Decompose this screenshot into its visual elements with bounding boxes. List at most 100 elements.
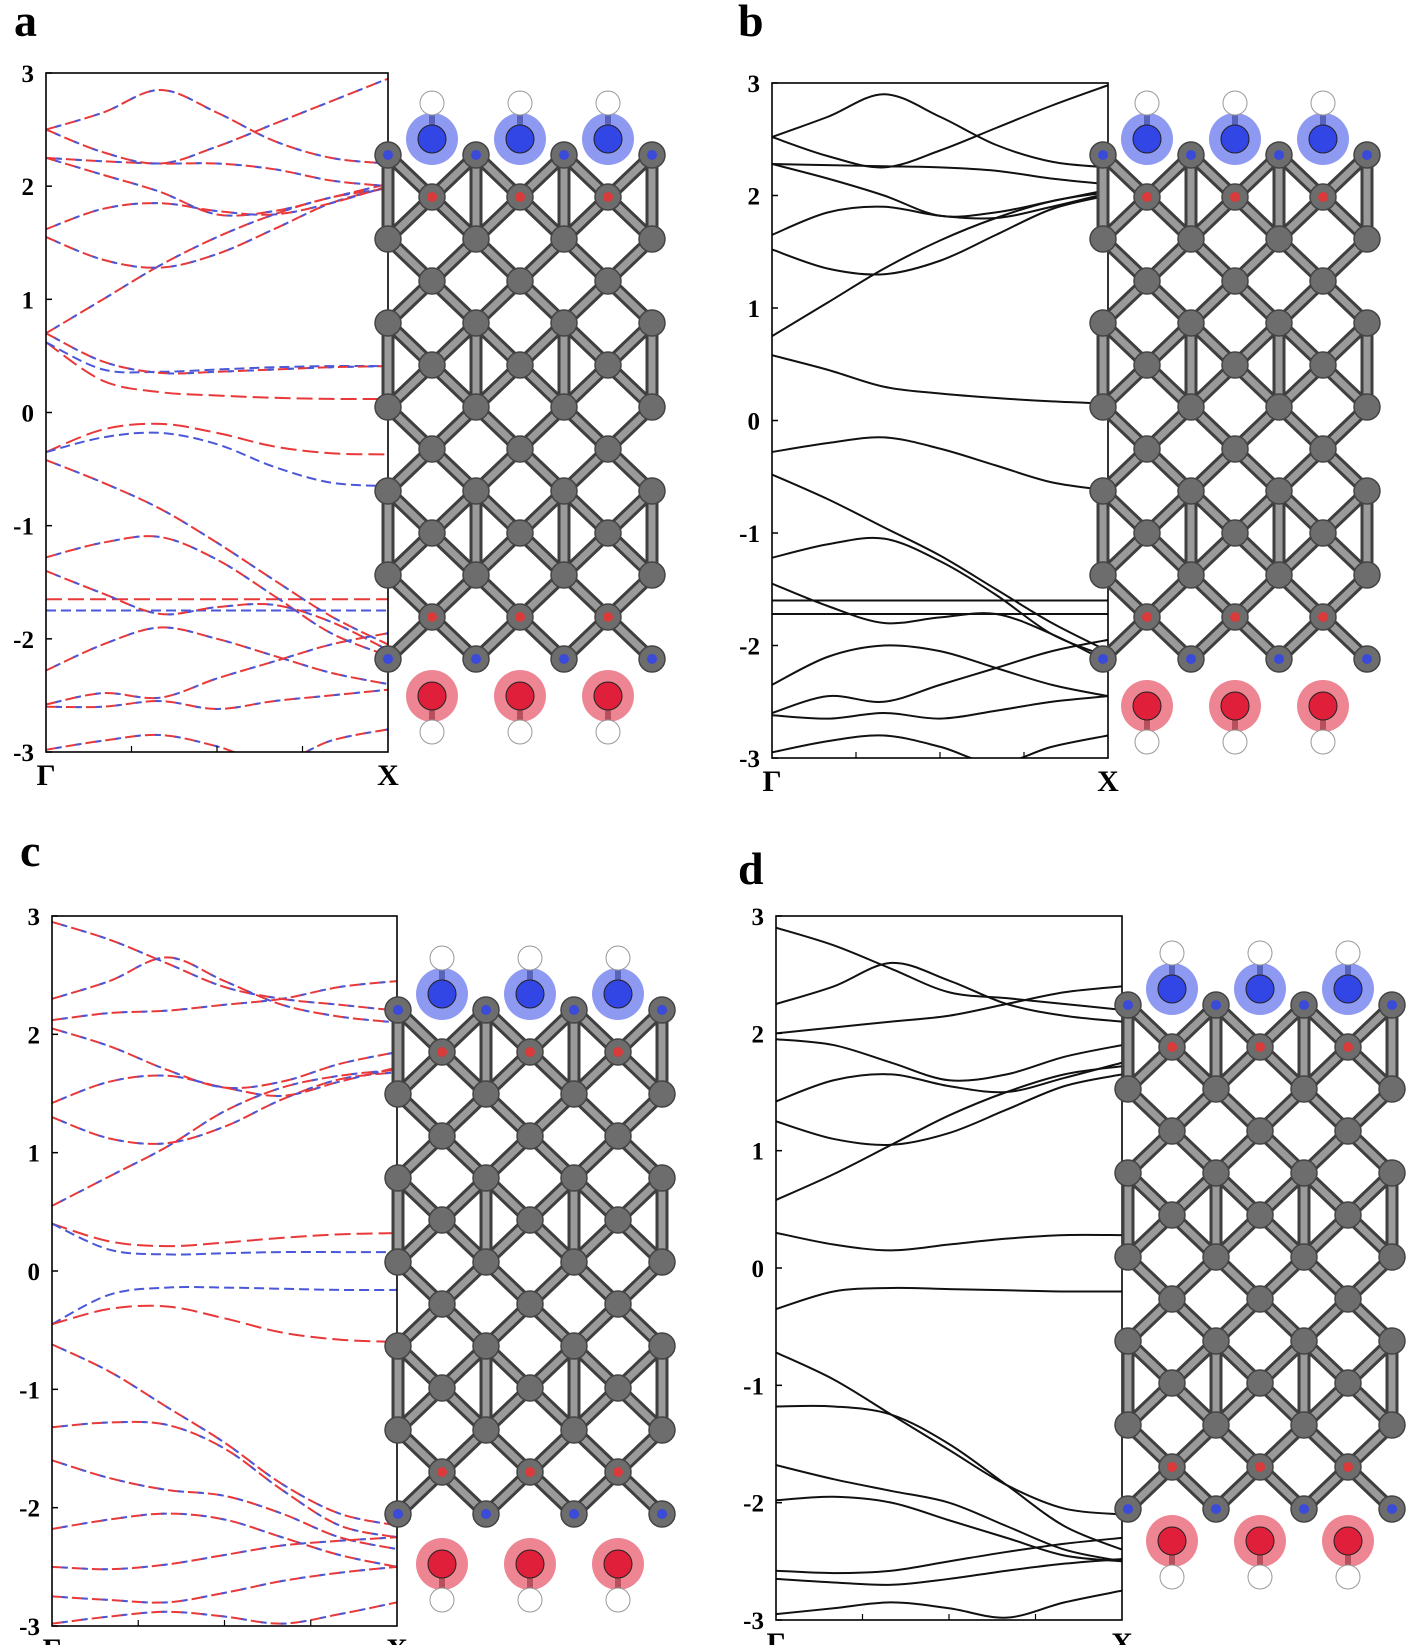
- edge-atom: [505, 124, 535, 154]
- carbon-atom: [1246, 1117, 1274, 1145]
- edge-atom: [1333, 974, 1363, 1004]
- band-line-c-14: [52, 1512, 397, 1568]
- y-tick-label: -3: [743, 1608, 764, 1635]
- hydrogen-atom: [1247, 940, 1273, 966]
- carbon-atom: [1265, 225, 1293, 253]
- band-line-c-2: [52, 1285, 397, 1326]
- carbon-atom: [604, 1206, 632, 1234]
- panel-label-c: c: [20, 825, 40, 876]
- carbon-atom: [638, 225, 666, 253]
- kpoint-x: X: [1097, 765, 1119, 798]
- carbon-atom: [418, 435, 446, 463]
- carbon-atom: [1378, 1243, 1406, 1271]
- carbon-atom: [1246, 1369, 1274, 1397]
- band-line-c-13: [52, 1459, 397, 1551]
- hydrogen-atom: [1335, 940, 1361, 966]
- kpoint-gamma: Γ: [42, 1633, 61, 1645]
- carbon-atom: [648, 1080, 676, 1108]
- carbon-atom: [560, 1164, 588, 1192]
- hydrogen-atom: [605, 945, 631, 971]
- y-tick-label: 0: [752, 1256, 765, 1283]
- carbon-atom: [418, 267, 446, 295]
- carbon-atom: [462, 309, 490, 337]
- carbon-atom: [1221, 435, 1249, 463]
- band-line-d-14: [776, 1557, 1122, 1586]
- panel-label-b: b: [738, 0, 764, 46]
- band-line-c-15: [52, 1536, 397, 1571]
- nanoribbon-structure-b: [1089, 90, 1381, 755]
- carbon-atom: [384, 1164, 412, 1192]
- carbon-atom: [428, 1290, 456, 1318]
- band-line-d-11: [776, 1464, 1122, 1563]
- band-line-d-5: [776, 1038, 1122, 1082]
- carbon-atom: [638, 309, 666, 337]
- band-line-c-6: [52, 1066, 397, 1104]
- y-tick-label: -1: [19, 1377, 40, 1404]
- carbon-atom: [1089, 393, 1117, 421]
- hydrogen-atom: [517, 1587, 543, 1613]
- carbon-atom: [648, 1248, 676, 1276]
- hydrogen-atom: [1222, 729, 1248, 755]
- y-tick-label: 1: [22, 287, 35, 314]
- y-tick-label: -1: [13, 514, 34, 541]
- carbon-atom: [1177, 309, 1205, 337]
- carbon-atom: [1177, 561, 1205, 589]
- carbon-atom: [1114, 1411, 1142, 1439]
- y-tick-label: 0: [28, 1259, 41, 1286]
- hydrogen-atom: [1159, 1564, 1185, 1590]
- carbon-atom: [560, 1416, 588, 1444]
- carbon-atom: [462, 393, 490, 421]
- edge-atom: [1308, 691, 1338, 721]
- edge-atom: [417, 124, 447, 154]
- band-line-d-12: [776, 1495, 1122, 1563]
- edge-atom: [515, 979, 545, 1009]
- band-line-c-0: [52, 1222, 397, 1248]
- carbon-atom: [1334, 1117, 1362, 1145]
- band-line-a-2: [46, 422, 388, 456]
- carbon-atom: [550, 561, 578, 589]
- kpoint-x: X: [377, 759, 399, 792]
- carbon-atom: [1353, 225, 1381, 253]
- band-line-a-19: [46, 88, 388, 165]
- carbon-atom: [1309, 351, 1337, 379]
- y-tick-label: 3: [752, 904, 765, 931]
- carbon-atom: [384, 1080, 412, 1108]
- y-tick-label: 2: [28, 1022, 41, 1049]
- band-line-a-0: [46, 341, 388, 401]
- nanoribbon-structure-c: [384, 945, 676, 1613]
- edge-atom: [1132, 691, 1162, 721]
- carbon-atom: [428, 1206, 456, 1234]
- band-line-a-18: [46, 156, 388, 188]
- carbon-atom: [516, 1122, 544, 1150]
- carbon-atom: [1202, 1075, 1230, 1103]
- band-line-d-8: [776, 926, 1122, 1011]
- y-tick-label: 0: [748, 409, 761, 436]
- edge-atom: [593, 681, 623, 711]
- edge-atom: [593, 124, 623, 154]
- carbon-atom: [374, 477, 402, 505]
- plot-frame: [775, 915, 1123, 1621]
- band-line-b-15: [772, 163, 1108, 186]
- carbon-atom: [1265, 393, 1293, 421]
- y-tick-label: 1: [28, 1141, 41, 1168]
- hydrogen-atom: [419, 719, 445, 745]
- hydrogen-atom: [517, 945, 543, 971]
- carbon-atom: [1334, 1369, 1362, 1397]
- band-line-a-6: [46, 459, 388, 646]
- hydrogen-atom: [429, 1587, 455, 1613]
- band-line-c-16: [52, 1565, 397, 1604]
- hydrogen-atom: [595, 719, 621, 745]
- band-line-b-17: [772, 84, 1108, 169]
- edge-atom: [505, 681, 535, 711]
- kpoint-x: X: [386, 1633, 408, 1645]
- carbon-atom: [638, 393, 666, 421]
- hydrogen-atom: [419, 90, 445, 116]
- band-plot-c: 3 2 1 0 -1 -2 -3Γ X: [19, 904, 408, 1645]
- band-line-a-17: [46, 156, 388, 217]
- band-line-c-11: [52, 1343, 397, 1527]
- y-tick-label: 2: [748, 184, 761, 211]
- band-line-a-14: [46, 332, 388, 375]
- carbon-atom: [594, 435, 622, 463]
- y-tick-label: -2: [743, 1491, 764, 1518]
- band-line-c-15: [52, 1536, 397, 1571]
